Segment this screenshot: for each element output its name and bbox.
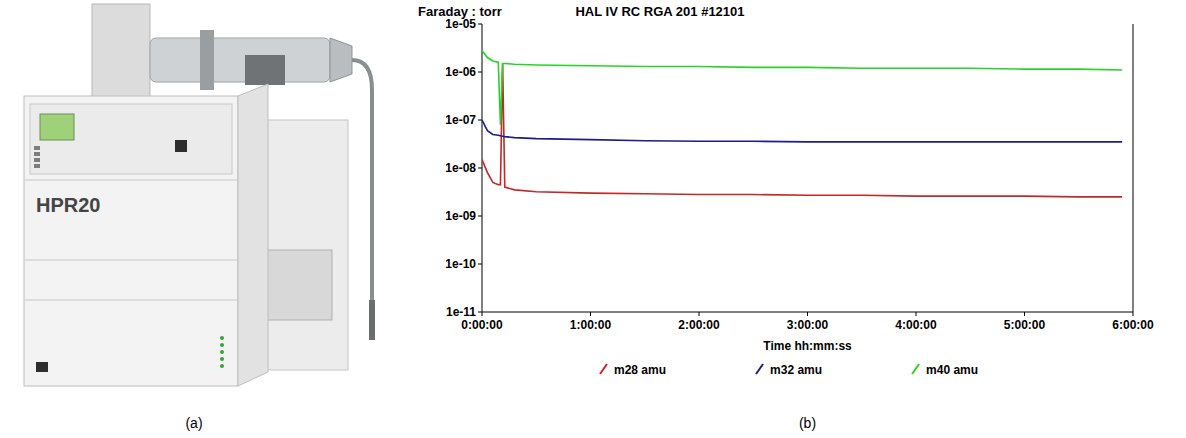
x-axis-title: Time hh:mm:ss (763, 339, 852, 353)
device-label: HPR20 (36, 194, 100, 216)
y-tick-label: 1e-06 (445, 65, 476, 79)
x-tick (590, 312, 591, 316)
x-tick-label: 6:00:00 (1112, 318, 1154, 332)
x-tick (807, 312, 808, 316)
status-led (220, 336, 224, 340)
button (34, 152, 40, 156)
panel-label: (a) (185, 415, 202, 431)
series-line (482, 64, 1122, 197)
cabinet (24, 96, 238, 386)
y-tick-label: 1e-09 (445, 209, 476, 223)
button (34, 164, 40, 168)
x-tick-label: 5:00:00 (1004, 318, 1046, 332)
front-panel (30, 104, 232, 174)
y-tick (478, 216, 482, 217)
y-tick (478, 72, 482, 73)
cylinder (150, 38, 330, 82)
cabinet-side (238, 84, 268, 386)
x-tick-label: 3:00:00 (787, 318, 829, 332)
seam (24, 260, 238, 261)
y-tick-label: 1e-10 (445, 257, 476, 271)
seam (24, 300, 238, 301)
y-tick-label: 1e-08 (445, 161, 476, 175)
status-led (220, 357, 224, 361)
y-tick (478, 24, 482, 25)
status-led (220, 350, 224, 354)
y-tick (478, 312, 482, 313)
legend: m28 amu m32 amu m40 amu (600, 363, 978, 377)
valve (245, 55, 285, 85)
legend-label: m40 amu (926, 363, 978, 377)
display (40, 114, 74, 140)
y-tick-label: 1e-11 (446, 305, 476, 319)
legend-swatch (756, 364, 763, 374)
chart: Faraday : torrHAL IV RC RGA 201 #121011e… (418, 4, 1154, 377)
status-led (220, 364, 224, 368)
flange (200, 30, 214, 90)
button (34, 158, 40, 162)
x-tick (482, 312, 483, 316)
y-tick (478, 264, 482, 265)
x-tick-label: 4:00:00 (895, 318, 937, 332)
y-tick (478, 168, 482, 169)
y-tick-label: 1e-05 (445, 17, 476, 31)
switch (36, 362, 48, 372)
x-tick-label: 2:00:00 (678, 318, 720, 332)
legend-swatch (600, 364, 607, 374)
seam (24, 180, 238, 181)
plot-lines (482, 51, 1122, 197)
column (92, 4, 150, 104)
x-tick (916, 312, 917, 316)
x-tick (1133, 312, 1134, 316)
legend-swatch (912, 364, 919, 374)
x-tick-label: 0:00:00 (461, 318, 503, 332)
series-line (482, 120, 1122, 142)
switch (175, 140, 187, 152)
x-tick-label: 1:00:00 (570, 318, 612, 332)
status-led (220, 343, 224, 347)
chart-title: HAL IV RC RGA 201 #12101 (575, 4, 744, 19)
capillary (352, 60, 372, 330)
panel-label: (b) (799, 415, 816, 431)
series-line (482, 51, 1122, 125)
legend-label: m28 amu (614, 363, 666, 377)
right-axis (1133, 24, 1134, 312)
cylinder-end (330, 38, 352, 82)
y-tick (478, 120, 482, 121)
figure: HPR20 Faraday : torrHAL IV RC RGA 201 #12… (0, 0, 1186, 438)
y-tick-label: 1e-07 (445, 113, 476, 127)
x-tick (1024, 312, 1025, 316)
instrument-drawing: HPR20 (24, 4, 375, 386)
button (34, 146, 40, 150)
capillary-tip (369, 300, 375, 340)
legend-label: m32 amu (770, 363, 822, 377)
x-tick (699, 312, 700, 316)
